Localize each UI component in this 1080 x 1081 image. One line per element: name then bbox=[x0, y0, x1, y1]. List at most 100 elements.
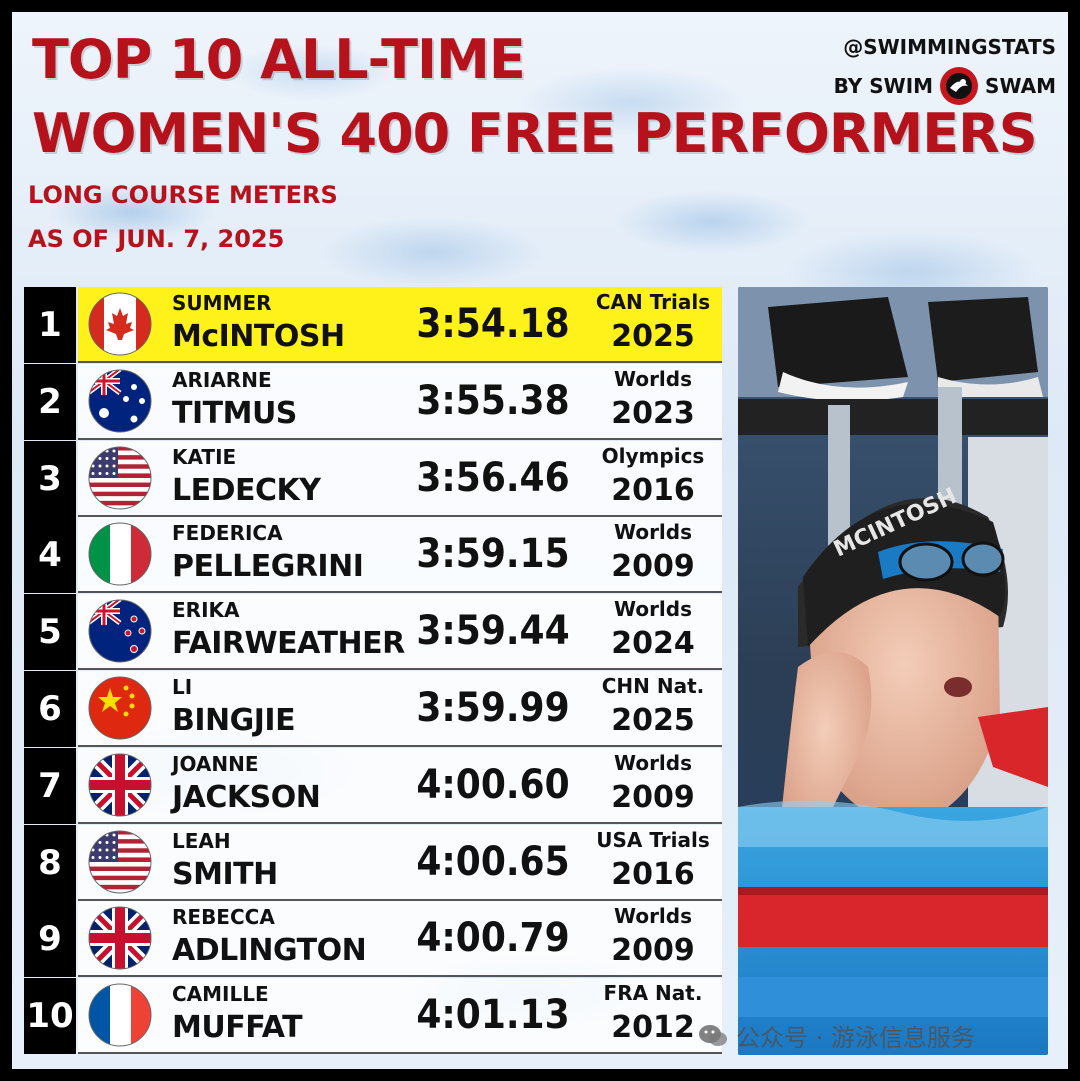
subtitle-date: AS OF JUN. 7, 2025 bbox=[28, 225, 285, 253]
swim-time: 4:01.13 bbox=[416, 992, 570, 1039]
swim-time: 3:56.46 bbox=[416, 454, 570, 501]
table-row: 8 LEAH SMITH 4:00.65 USA Trials 2016 bbox=[24, 824, 722, 901]
table-row: 2 ARIARNE TITMUS 3:55.38 Worlds 2023 bbox=[24, 363, 722, 440]
australia-flag-icon bbox=[88, 369, 152, 433]
table-row: 7 JOANNE JACKSON 4:00.60 Worlds 2009 bbox=[24, 747, 722, 824]
swimmer-last-name: SMITH bbox=[172, 856, 278, 892]
swimmer-first-name: CAMILLE bbox=[172, 982, 269, 1007]
rank-badge: 6 bbox=[24, 671, 76, 747]
rank-badge: 4 bbox=[24, 517, 76, 594]
swim-time: 3:59.15 bbox=[416, 531, 570, 578]
meet-year: 2024 bbox=[611, 626, 695, 662]
swimmer-first-name: FEDERICA bbox=[172, 521, 283, 546]
meet-name: Worlds bbox=[613, 750, 693, 775]
meet-name: Worlds bbox=[613, 597, 693, 622]
meet-year: 2012 bbox=[611, 1010, 695, 1046]
meet-name: Olympics bbox=[601, 443, 705, 468]
meet-name: FRA Nat. bbox=[603, 981, 703, 1006]
swimmer-last-name: BINGJIE bbox=[172, 703, 296, 738]
rank-badge: 3 bbox=[24, 440, 76, 517]
swimmer-first-name: ARIARNE bbox=[172, 367, 272, 392]
row-panel: FEDERICA PELLEGRINI 3:59.15 Worlds 2009 bbox=[78, 517, 722, 594]
title-line-2: WOMEN'S 400 FREE PERFORMERS bbox=[32, 102, 1038, 165]
watermark-text: 公众号 · 游泳信息服务 bbox=[736, 1024, 975, 1052]
swim-time: 3:59.44 bbox=[416, 608, 570, 655]
swim-time: 3:59.99 bbox=[416, 685, 570, 731]
table-row: 6 LI BINGJIE 3:59.99 CHN Nat. 2025 bbox=[24, 671, 722, 747]
row-panel: ARIARNE TITMUS 3:55.38 Worlds 2023 bbox=[78, 363, 722, 440]
title-line-1: TOP 10 ALL-TIME bbox=[32, 28, 526, 91]
swimmer-last-name: JACKSON bbox=[172, 779, 321, 815]
rankings-table: 1 SUMMER McINTOSH 3:54.18 CAN Trials 2025 2 ARI… bbox=[24, 287, 722, 1055]
swimmer-first-name: LEAH bbox=[172, 828, 231, 853]
swimmer-last-name: ADLINGTON bbox=[172, 933, 367, 969]
swim-time: 3:55.38 bbox=[416, 377, 570, 424]
row-panel: LI BINGJIE 3:59.99 CHN Nat. 2025 bbox=[78, 671, 722, 747]
italy-flag-icon bbox=[88, 522, 152, 586]
table-row: 5 ERIKA FAIRWEATHER 3:59.44 Worlds 2024 bbox=[24, 594, 722, 671]
brand-by-swim: BY SWIM bbox=[833, 74, 934, 98]
swimmer-first-name: ERIKA bbox=[172, 598, 240, 623]
meet-year: 2009 bbox=[611, 933, 695, 969]
row-panel: ERIKA FAIRWEATHER 3:59.44 Worlds 2024 bbox=[78, 594, 722, 671]
new-zealand-flag-icon bbox=[88, 599, 152, 663]
row-panel: LEAH SMITH 4:00.65 USA Trials 2016 bbox=[78, 824, 722, 901]
subtitle-course: LONG COURSE METERS bbox=[28, 181, 338, 209]
swimmer-last-name: FAIRWEATHER bbox=[172, 626, 405, 662]
meet-year: 2016 bbox=[611, 472, 695, 508]
swim-time: 4:00.65 bbox=[416, 838, 570, 885]
meet-year: 2016 bbox=[611, 856, 695, 892]
meet-year: 2009 bbox=[611, 549, 695, 585]
swimmer-last-name: PELLEGRINI bbox=[172, 549, 364, 585]
brand-swam: SWAM bbox=[985, 74, 1056, 98]
swimswam-logo-icon bbox=[940, 67, 979, 105]
meet-name: Worlds bbox=[613, 366, 693, 391]
swimmer-first-name: JOANNE bbox=[172, 751, 259, 776]
swimmer-last-name: TITMUS bbox=[172, 395, 297, 431]
swim-time: 4:00.79 bbox=[416, 915, 570, 962]
rank-badge: 7 bbox=[24, 747, 76, 824]
swimmer-first-name: LI bbox=[172, 675, 193, 699]
table-row: 1 SUMMER McINTOSH 3:54.18 CAN Trials 2025 bbox=[24, 287, 722, 363]
rank-badge: 8 bbox=[24, 824, 76, 901]
meet-year: 2009 bbox=[611, 779, 695, 815]
rank-badge: 9 bbox=[24, 901, 76, 978]
meet-name: CAN Trials bbox=[595, 290, 711, 314]
brand-handle: @SWIMMINGSTATS bbox=[843, 35, 1056, 59]
row-panel: REBECCA ADLINGTON 4:00.79 Worlds 2009 bbox=[78, 901, 722, 978]
rank-badge: 1 bbox=[24, 287, 76, 363]
table-row: 10 CAMILLE MUFFAT 4:01.13 FRA Nat. 2012 bbox=[24, 978, 722, 1055]
meet-name: USA Trials bbox=[596, 827, 710, 852]
rank-badge: 2 bbox=[24, 363, 76, 440]
swimmer-last-name: McINTOSH bbox=[172, 319, 345, 354]
row-panel: KATIE LEDECKY 3:56.46 Olympics 2016 bbox=[78, 440, 722, 517]
watermark: 公众号 · 游泳信息服务 bbox=[698, 1018, 975, 1053]
meet-name: Worlds bbox=[613, 904, 693, 929]
swim-time: 4:00.60 bbox=[416, 761, 570, 808]
table-row: 4 FEDERICA PELLEGRINI 3:59.15 Worlds 2009 bbox=[24, 517, 722, 594]
swimmer-photo: MCINTOSH bbox=[738, 287, 1048, 1055]
uk-flag-icon bbox=[88, 753, 152, 817]
table-row: 9 REBECCA ADLINGTON 4:00.79 Worlds 2009 bbox=[24, 901, 722, 978]
france-flag-icon bbox=[88, 983, 152, 1047]
meet-year: 2025 bbox=[611, 319, 695, 354]
meet-year: 2025 bbox=[611, 703, 695, 738]
infographic: TOP 10 ALL-TIME WOMEN'S 400 FREE PERFORM… bbox=[12, 12, 1068, 1069]
swimmer-first-name: KATIE bbox=[172, 444, 237, 469]
canada-flag-icon bbox=[88, 292, 152, 356]
meet-year: 2023 bbox=[611, 395, 695, 431]
row-panel: JOANNE JACKSON 4:00.60 Worlds 2009 bbox=[78, 747, 722, 824]
brand-line: BY SWIM SWAM bbox=[834, 66, 1056, 106]
swimmer-first-name: SUMMER bbox=[172, 291, 272, 315]
swim-time: 3:54.18 bbox=[416, 301, 570, 347]
china-flag-icon bbox=[88, 676, 152, 740]
swimmer-last-name: MUFFAT bbox=[172, 1010, 303, 1046]
swimmer-last-name: LEDECKY bbox=[172, 472, 321, 508]
usa-flag-icon bbox=[88, 446, 152, 510]
row-panel: CAMILLE MUFFAT 4:01.13 FRA Nat. 2012 bbox=[78, 978, 722, 1055]
swimmer-first-name: REBECCA bbox=[172, 905, 275, 930]
rank-badge: 5 bbox=[24, 594, 76, 671]
uk-flag-icon bbox=[88, 906, 152, 970]
usa-flag-icon bbox=[88, 830, 152, 894]
meet-name: Worlds bbox=[613, 520, 693, 545]
